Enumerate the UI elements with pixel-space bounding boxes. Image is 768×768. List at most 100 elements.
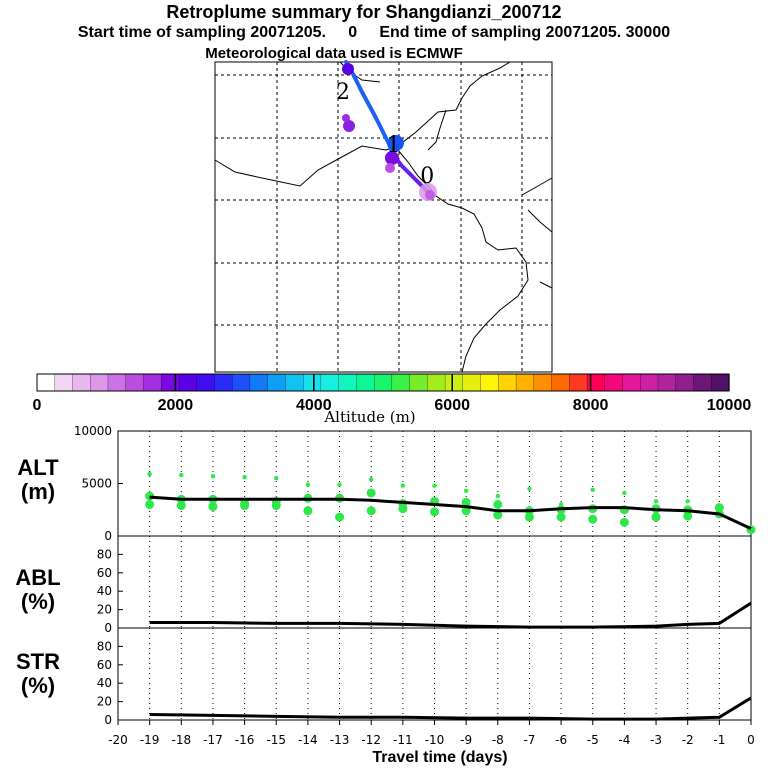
altitude-cluster-point — [369, 477, 374, 482]
y-tick-label: 40 — [97, 676, 112, 690]
y-tick-label: 60 — [97, 566, 112, 580]
chart-title: Retroplume summary for Shangdianzi_20071… — [166, 2, 562, 22]
altitude-cluster-point — [208, 502, 218, 512]
y-tick-label: 5000 — [81, 477, 112, 491]
x-tick-label: -2 — [682, 733, 694, 747]
y-tick-label: 60 — [97, 658, 112, 672]
plume-cluster — [425, 190, 435, 200]
altitude-cluster-point — [558, 502, 564, 507]
y-tick-label: 0 — [104, 713, 112, 727]
sampling-time-line: Start time of sampling 20071205. 0 End t… — [77, 24, 671, 41]
colorbar-tick-label: 8000 — [573, 397, 609, 414]
y-tick-label: 10000 — [74, 424, 112, 438]
altitude-cluster-point — [335, 512, 345, 522]
altitude-cluster-point — [337, 482, 342, 487]
colorbar-tick-label: 0 — [33, 397, 42, 414]
altitude-cluster-point — [524, 512, 534, 522]
map-day-label: 2 — [336, 80, 350, 105]
altitude-cluster-point — [651, 512, 661, 522]
altitude-cluster-point — [274, 476, 279, 481]
x-tick-label: -6 — [555, 733, 567, 747]
altitude-cluster-point — [400, 483, 406, 488]
altitude-cluster-point — [622, 490, 627, 496]
x-tick-label: -9 — [460, 733, 472, 747]
altitude-cluster-point — [683, 511, 693, 521]
map-gridlines — [215, 62, 552, 372]
altitude-cluster-point — [366, 506, 376, 516]
x-tick-label: -20 — [108, 733, 128, 747]
x-axis-label: Travel time (days) — [372, 749, 508, 766]
altitude-cluster-point — [242, 475, 247, 480]
str-panel-label: STR (%) — [16, 649, 60, 698]
y-tick-label: 0 — [104, 621, 112, 635]
colorbar-tick-label: 6000 — [434, 397, 470, 414]
plume-clusters — [342, 63, 437, 201]
altitude-cluster-point — [366, 488, 376, 498]
y-tick-label: 20 — [97, 603, 112, 617]
y-tick-label: 80 — [97, 547, 112, 561]
met-data-line: Meteorological data used is ECMWF — [205, 45, 463, 62]
plume-cluster — [342, 63, 354, 75]
plume-cluster — [385, 151, 399, 165]
str-panel: 0 20 40 60 80 — [97, 627, 752, 727]
x-tick-label: -19 — [140, 733, 160, 747]
altitude-cluster-point — [588, 514, 598, 524]
x-axis: -20 -19 -18 -17 -16 -15 -14 -13 -12 -11 -10 -9 -8 -7-… — [108, 720, 755, 747]
altitude-cluster-point — [714, 503, 724, 513]
altitude-cluster-point — [619, 517, 629, 527]
x-tick-label: -11 — [393, 733, 413, 747]
map-day-label: 1 — [387, 133, 401, 158]
colorbar-tick-label: 2000 — [158, 397, 194, 414]
altitude-cluster-point — [556, 512, 566, 522]
plume-cluster — [342, 114, 350, 122]
y-tick-label: 0 — [104, 529, 112, 543]
map-frame — [214, 61, 553, 373]
y-tick-label: 80 — [97, 639, 112, 653]
x-tick-label: -10 — [425, 733, 445, 747]
alt-panel-label: ALT (m) — [17, 455, 59, 504]
altitude-cluster-point — [240, 498, 250, 508]
altitude-cluster-point — [210, 473, 216, 479]
plume-cluster — [388, 135, 404, 151]
alt-panel: 0 5000 10000 — [74, 424, 756, 543]
altitude-cluster-point — [147, 471, 152, 477]
series-line — [149, 601, 752, 629]
altitude-cluster-point — [493, 500, 503, 509]
x-tick-label: -1 — [713, 733, 725, 747]
x-tick-label: -5 — [587, 733, 599, 747]
x-tick-label: -8 — [492, 733, 504, 747]
x-tick-label: 0 — [747, 733, 755, 747]
abl-panel: 0 20 40 60 80 — [97, 535, 752, 635]
series-line — [149, 696, 752, 721]
x-tick-label: -18 — [171, 733, 191, 747]
colorbar-title: Altitude (m) — [324, 408, 416, 426]
altitude-cluster-point — [463, 488, 469, 494]
altitude-cluster-point — [685, 499, 690, 504]
altitude-cluster-point — [176, 501, 186, 511]
x-tick-label: -4 — [618, 733, 630, 747]
abl-panel-label: ABL (%) — [15, 565, 61, 614]
altitude-cluster-point — [461, 506, 471, 516]
altitude-cluster-point — [461, 497, 471, 507]
x-tick-label: -14 — [298, 733, 318, 747]
altitude-cluster-point — [179, 472, 184, 478]
y-tick-label: 20 — [97, 695, 112, 709]
x-tick-label: -3 — [650, 733, 662, 747]
map-day-labels: 01 2 — [336, 80, 434, 189]
x-tick-label: -15 — [266, 733, 286, 747]
x-tick-label: -7 — [523, 733, 535, 747]
altitude-cluster-point — [493, 510, 503, 520]
altitude-cluster-point — [430, 507, 439, 517]
colorbar-tick-label: 10000 — [707, 397, 752, 414]
x-tick-label: -12 — [361, 733, 381, 747]
x-tick-label: -13 — [330, 733, 350, 747]
series-line — [149, 495, 752, 531]
x-tick-label: -17 — [203, 733, 223, 747]
altitude-cluster-point — [432, 483, 437, 488]
plume-cluster — [343, 120, 355, 132]
altitude-cluster-point — [590, 487, 595, 492]
y-tick-label: 40 — [97, 584, 112, 598]
altitude-cluster-point — [527, 486, 532, 491]
